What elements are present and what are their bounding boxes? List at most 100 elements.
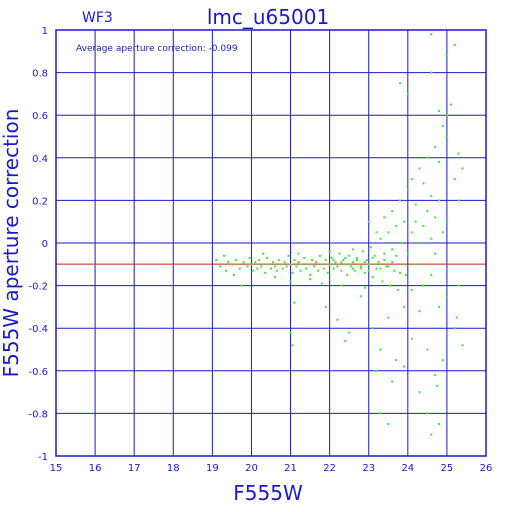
data-point-2 [223, 254, 226, 257]
data-point-11 [246, 265, 249, 268]
data-point-153 [438, 305, 441, 308]
data-point-94 [309, 278, 312, 281]
data-point-74 [369, 246, 372, 249]
data-point-13 [250, 263, 253, 266]
data-point-106 [379, 348, 382, 351]
data-point-101 [324, 305, 327, 308]
data-point-135 [442, 124, 444, 127]
data-point-17 [258, 259, 261, 262]
data-point-71 [363, 271, 366, 274]
data-point-53 [328, 263, 331, 266]
data-point-134 [438, 161, 441, 164]
y-tick-label-5: 0 [42, 239, 48, 250]
chip-label: WF3 [82, 10, 113, 26]
data-point-14 [252, 269, 255, 272]
data-point-149 [461, 167, 464, 170]
data-point-0 [215, 259, 218, 262]
data-point-45 [313, 265, 315, 268]
x-tick-label-11: 26 [480, 463, 493, 474]
data-point-193 [422, 224, 425, 227]
y-axis-label: F555W aperture correction [0, 109, 23, 378]
data-point-65 [352, 261, 355, 264]
data-point-143 [438, 109, 441, 112]
data-point-12 [248, 256, 251, 259]
data-point-184 [387, 265, 390, 268]
data-point-60 [342, 259, 345, 262]
data-point-67 [356, 256, 358, 259]
data-point-46 [314, 261, 317, 264]
data-point-64 [350, 265, 353, 268]
data-point-186 [395, 254, 398, 257]
data-point-92 [289, 280, 292, 283]
data-point-7 [234, 259, 237, 262]
data-point-110 [289, 331, 292, 334]
data-point-160 [426, 412, 429, 415]
data-point-30 [283, 261, 286, 264]
data-point-47 [316, 269, 319, 272]
data-point-77 [375, 267, 378, 270]
data-point-157 [442, 359, 444, 362]
data-point-139 [457, 152, 460, 155]
data-point-19 [262, 263, 265, 266]
data-point-84 [389, 284, 392, 287]
data-point-146 [430, 33, 433, 36]
data-point-56 [334, 261, 337, 264]
data-point-128 [414, 203, 417, 206]
data-point-163 [436, 384, 439, 387]
data-point-49 [320, 263, 323, 266]
y-tick-label-3: 0.4 [32, 154, 48, 165]
data-point-155 [453, 327, 456, 330]
data-point-9 [240, 284, 243, 287]
data-point-113 [375, 369, 378, 372]
data-point-191 [414, 220, 417, 223]
x-tick-label-4: 19 [206, 463, 219, 474]
data-point-138 [453, 178, 456, 181]
data-point-50 [322, 267, 325, 270]
data-point-189 [406, 252, 409, 255]
data-point-4 [227, 261, 229, 264]
data-point-115 [402, 365, 405, 368]
data-point-172 [340, 261, 343, 264]
data-point-179 [367, 269, 370, 272]
data-point-132 [430, 195, 433, 198]
data-point-82 [385, 265, 388, 268]
data-point-127 [410, 178, 413, 181]
x-tick-label-2: 17 [128, 463, 141, 474]
data-point-39 [301, 263, 304, 266]
data-point-54 [330, 256, 333, 259]
data-point-89 [399, 242, 401, 244]
data-point-129 [418, 167, 421, 170]
data-point-55 [332, 267, 335, 270]
data-point-108 [395, 359, 398, 362]
data-point-86 [393, 269, 396, 272]
data-point-169 [404, 273, 407, 276]
x-tick-label-6: 21 [284, 463, 297, 474]
data-point-69 [359, 267, 362, 270]
data-point-122 [383, 216, 386, 219]
data-point-43 [309, 273, 312, 276]
data-point-37 [297, 261, 300, 264]
data-point-26 [275, 269, 278, 272]
y-tick-label-8: -0.6 [28, 367, 48, 378]
data-point-32 [287, 254, 290, 257]
data-point-95 [320, 282, 323, 285]
data-point-114 [391, 380, 394, 383]
data-point-25 [273, 265, 276, 268]
data-point-15 [254, 261, 257, 264]
data-point-154 [445, 295, 448, 298]
data-point-66 [354, 269, 357, 272]
data-point-31 [285, 265, 288, 268]
x-tick-labels: 15 16 17 18 19 20 21 22 23 24 25 26 [50, 463, 493, 474]
data-point-137 [449, 103, 452, 106]
data-point-190 [410, 231, 413, 234]
data-point-118 [426, 348, 429, 351]
x-tick-label-0: 15 [50, 463, 63, 474]
data-point-166 [455, 316, 458, 319]
x-tick-label-7: 22 [323, 463, 336, 474]
data-point-24 [271, 261, 274, 264]
data-point-51 [324, 259, 327, 262]
data-point-192 [418, 242, 421, 244]
data-point-21 [266, 256, 269, 259]
data-point-40 [303, 256, 306, 259]
data-point-187 [399, 271, 401, 274]
